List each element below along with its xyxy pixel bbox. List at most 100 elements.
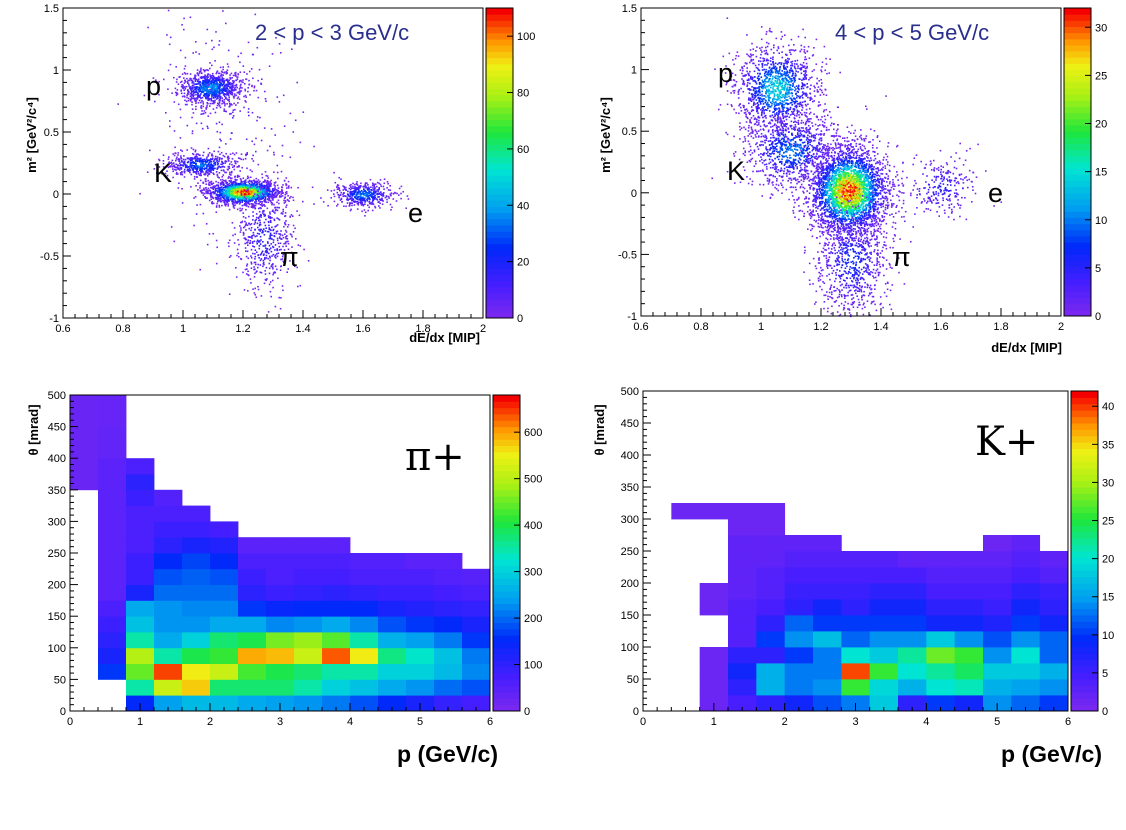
- scatter-point: [240, 90, 243, 92]
- scatter-point: [174, 87, 177, 90]
- scatter-point: [186, 72, 189, 75]
- scatter-point: [247, 87, 249, 89]
- scatter-point: [257, 254, 260, 257]
- scatter-point: [302, 200, 304, 203]
- scatter-point: [265, 201, 268, 203]
- scatter-point: [178, 160, 180, 162]
- scatter-point: [238, 195, 241, 198]
- scatter-point: [758, 119, 760, 122]
- scatter-point: [333, 195, 336, 198]
- scatter-point: [250, 256, 253, 259]
- scatter-point: [183, 171, 186, 174]
- scatter-point: [809, 88, 811, 90]
- scatter-point: [800, 113, 803, 116]
- scatter-point: [269, 234, 271, 237]
- scatter-point: [820, 78, 822, 81]
- scatter-point: [276, 237, 279, 240]
- scatter-point: [285, 236, 287, 238]
- scatter-point: [184, 158, 187, 161]
- scatter-point: [235, 267, 237, 269]
- scatter-point: [264, 187, 266, 189]
- scatter-point: [195, 97, 198, 99]
- scatter-point: [779, 92, 781, 95]
- scatter-point: [225, 194, 227, 197]
- scatter-point: [206, 192, 208, 195]
- color-scale-bin: [486, 274, 513, 282]
- scatter-point: [744, 62, 747, 64]
- scatter-point: [190, 96, 193, 98]
- scatter-point: [284, 223, 287, 226]
- scatter-point: [202, 154, 204, 157]
- scatter-point: [184, 166, 187, 169]
- scatter-point: [228, 91, 231, 94]
- scatter-point: [197, 153, 199, 155]
- scatter-point: [244, 89, 247, 92]
- scatter-point: [767, 95, 770, 98]
- scatter-point: [241, 221, 243, 224]
- scatter-point: [175, 163, 177, 166]
- scatter-point: [283, 199, 285, 202]
- scatter-point: [796, 96, 798, 99]
- scatter-point: [193, 94, 195, 97]
- scatter-point: [771, 114, 774, 117]
- scatter-point: [270, 250, 273, 253]
- scatter-point: [203, 87, 206, 89]
- scatter-point: [215, 80, 218, 82]
- scatter-point: [769, 30, 772, 33]
- scatter-point: [779, 92, 781, 94]
- scatter-point: [255, 296, 258, 299]
- scatter-point: [359, 201, 362, 204]
- scatter-point: [764, 82, 766, 84]
- scatter-point: [811, 76, 813, 79]
- scatter-point: [238, 200, 241, 202]
- scatter-point: [379, 183, 382, 186]
- scatter-point: [272, 273, 274, 276]
- scatter-point: [286, 187, 288, 189]
- scatter-point: [216, 163, 219, 166]
- scatter-point: [198, 158, 201, 161]
- scatter-point: [245, 204, 247, 206]
- scatter-point: [270, 265, 273, 268]
- scatter-point: [825, 63, 828, 65]
- scatter-point: [322, 201, 325, 203]
- scatter-point: [268, 248, 271, 251]
- scatter-point: [759, 97, 762, 99]
- scatter-point: [176, 93, 179, 95]
- scatter-point: [226, 94, 228, 96]
- scatter-point: [373, 190, 376, 192]
- scatter-point: [188, 167, 191, 170]
- scatter-point: [802, 77, 805, 80]
- scatter-point: [191, 86, 194, 88]
- scatter-point: [264, 257, 266, 259]
- scatter-point: [291, 246, 293, 248]
- scatter-point: [279, 195, 281, 197]
- scatter-point: [220, 70, 223, 73]
- scatter-point: [790, 53, 792, 56]
- scatter-point: [179, 108, 182, 111]
- scatter-point: [237, 239, 239, 241]
- scatter-point: [277, 199, 280, 202]
- scatter-point: [244, 242, 246, 245]
- color-scale-bin: [486, 194, 513, 201]
- scatter-point: [197, 172, 200, 175]
- scatter-point: [269, 256, 271, 259]
- scatter-point: [211, 183, 213, 185]
- scatter-point: [227, 65, 230, 68]
- scatter-point: [177, 168, 179, 170]
- scatter-point: [738, 112, 740, 115]
- scatter-point: [267, 183, 269, 185]
- scatter-point: [198, 174, 201, 176]
- scatter-point: [351, 187, 353, 189]
- scatter-point: [237, 252, 239, 255]
- scatter-point: [237, 188, 239, 191]
- scatter-point: [230, 112, 232, 115]
- scatter-point: [193, 178, 196, 180]
- scatter-point: [239, 157, 241, 160]
- scatter-point: [380, 191, 382, 193]
- scatter-point: [177, 83, 180, 85]
- scatter-point: [180, 90, 182, 92]
- color-scale-bin: [486, 107, 513, 114]
- scatter-point: [264, 270, 266, 272]
- scatter-point: [257, 96, 260, 99]
- scatter-point: [753, 103, 755, 105]
